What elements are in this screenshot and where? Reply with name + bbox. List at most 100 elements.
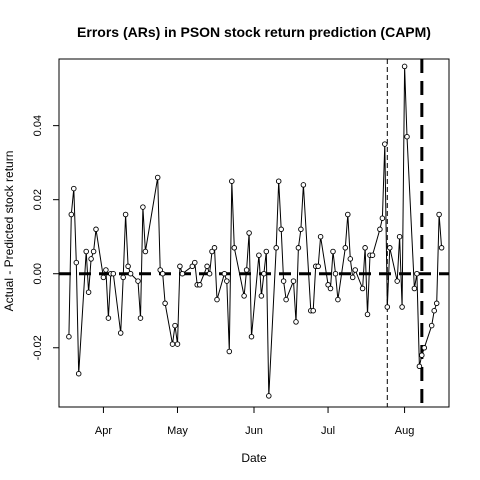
x-tick-label: Jun (245, 425, 263, 437)
data-point (110, 270, 117, 277)
data-point (154, 174, 161, 181)
data-point (273, 245, 279, 251)
plot-frame (58, 58, 450, 408)
data-point (88, 256, 94, 262)
data-point (120, 274, 126, 281)
series-line-group (68, 66, 443, 396)
y-axis-label: Actual - Predicted stock return (2, 151, 16, 312)
data-point (162, 300, 168, 307)
data-point (266, 393, 272, 399)
data-point (221, 270, 228, 277)
y-tick-label: -0.02 (32, 335, 44, 360)
data-point (248, 333, 255, 340)
data-point (211, 245, 218, 251)
data-point (315, 263, 321, 270)
data-point (278, 226, 284, 233)
data-point (90, 248, 97, 255)
data-point (411, 285, 418, 292)
data-point (256, 252, 262, 258)
data-point (196, 282, 203, 288)
data-point (362, 245, 368, 251)
data-point (206, 270, 213, 277)
data-point (142, 248, 149, 255)
data-point (414, 270, 420, 277)
data-point (436, 211, 442, 218)
data-point (137, 315, 144, 321)
data-point (359, 285, 366, 292)
data-point (93, 226, 99, 233)
data-point (428, 322, 435, 329)
data-point (117, 330, 124, 336)
data-point (275, 178, 282, 184)
data-point (103, 267, 109, 273)
x-axis: Apr May Jun Jul Aug (95, 407, 414, 437)
data-point (438, 245, 445, 251)
data-point (169, 341, 176, 347)
data-point (71, 185, 77, 192)
data-point (135, 278, 141, 284)
data-point (125, 263, 131, 270)
data-point (382, 141, 388, 147)
data-point (246, 230, 252, 236)
data-point (335, 296, 341, 303)
data-point (85, 289, 92, 295)
data-point (192, 259, 198, 266)
data-point (189, 263, 196, 270)
reference-lines (59, 59, 449, 407)
data-point (404, 133, 410, 140)
x-tick-label: Jul (321, 425, 335, 437)
data-point (140, 204, 146, 210)
series-line (68, 66, 443, 396)
y-tick-label: 0.00 (32, 263, 44, 284)
data-point (224, 278, 230, 284)
data-point (364, 311, 371, 318)
data-point (325, 282, 331, 288)
data-point (310, 307, 316, 314)
data-point (416, 363, 423, 370)
data-point (349, 274, 356, 281)
data-point (127, 270, 134, 277)
data-point (317, 233, 324, 240)
data-point (399, 304, 405, 310)
chart-title: Errors (ARs) in PSON stock return predic… (77, 24, 431, 40)
data-point (295, 245, 302, 251)
data-point (327, 285, 334, 292)
data-point (174, 341, 181, 347)
data-point (229, 178, 235, 184)
y-tick-label: 0.02 (32, 189, 44, 210)
x-tick-label: May (167, 425, 188, 437)
data-point (68, 211, 75, 218)
data-point (159, 270, 166, 277)
data-point (261, 270, 267, 277)
data-point (330, 248, 336, 255)
data-point (243, 267, 250, 273)
data-point (204, 263, 210, 270)
data-point (293, 319, 299, 325)
data-point (342, 245, 349, 251)
data-point (157, 267, 163, 273)
data-point (300, 182, 307, 188)
data-point (394, 278, 400, 284)
data-point (280, 278, 287, 284)
data-point (283, 296, 289, 303)
data-point (433, 300, 440, 307)
data-point (122, 211, 129, 218)
data-point (83, 248, 89, 255)
data-points (66, 63, 445, 399)
data-point (258, 293, 265, 299)
data-point (105, 315, 112, 321)
data-point (214, 296, 220, 303)
x-tick-label: Aug (395, 425, 415, 437)
data-point (379, 215, 386, 221)
data-point (290, 278, 297, 284)
data-point (352, 267, 358, 273)
data-point (298, 226, 304, 233)
data-point (66, 333, 72, 340)
data-point (345, 211, 351, 218)
data-point (209, 248, 215, 255)
data-point (401, 63, 408, 70)
data-point (177, 263, 183, 270)
data-point (241, 293, 247, 299)
data-point (419, 352, 425, 358)
